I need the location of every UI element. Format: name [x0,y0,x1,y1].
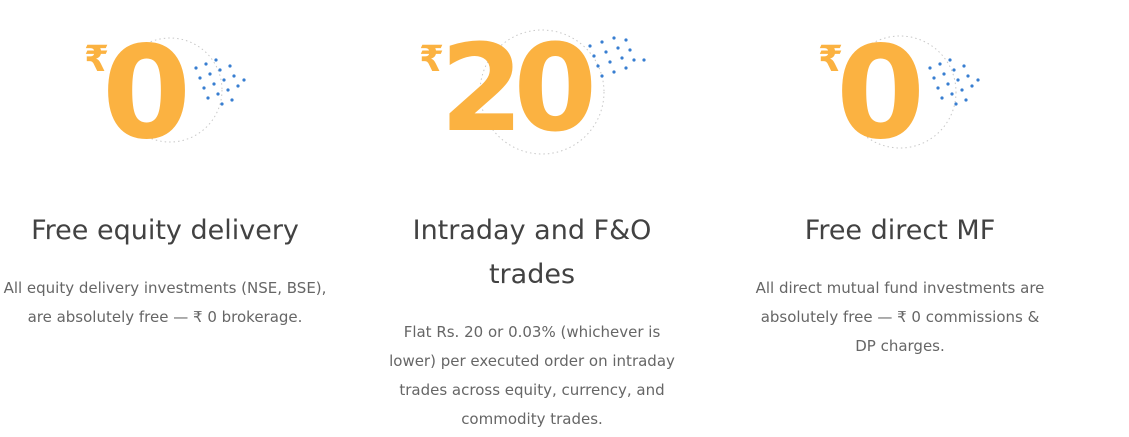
decorative-dots-graphic [479,29,646,155]
card-title: Free equity delivery [31,215,299,246]
price-graphic: ₹ 20 [372,20,692,170]
price-amount: 20 [440,20,597,159]
price-amount: 0 [102,19,192,168]
decorative-dots-graphic [843,35,980,149]
pricing-card-equity-delivery: ₹ 0 Free equity delivery All equity deli… [0,0,330,437]
price-graphic: ₹ 0 [0,20,330,170]
card-description: All equity delivery investments (NSE, BS… [3,279,327,326]
rupee-symbol: ₹ [419,39,445,80]
price-graphic: ₹ 0 [740,20,1060,170]
card-description: Flat Rs. 20 or 0.03% (whichever is lower… [389,323,675,428]
rupee-symbol: ₹ [84,39,110,80]
pricing-card-direct-mf: ₹ 0 Free direct MF All direct mutual fun… [740,0,1060,437]
pricing-card-intraday-fo: ₹ 20 Intraday and F&O trades Flat Rs. 20… [372,0,692,437]
rupee-symbol: ₹ [818,39,844,80]
decorative-dots-graphic [117,37,246,143]
price-amount: 0 [836,19,926,168]
card-title: Free direct MF [804,215,996,246]
card-title: Intraday and F&O trades [412,215,652,290]
card-description: All direct mutual fund investments are a… [755,279,1045,355]
